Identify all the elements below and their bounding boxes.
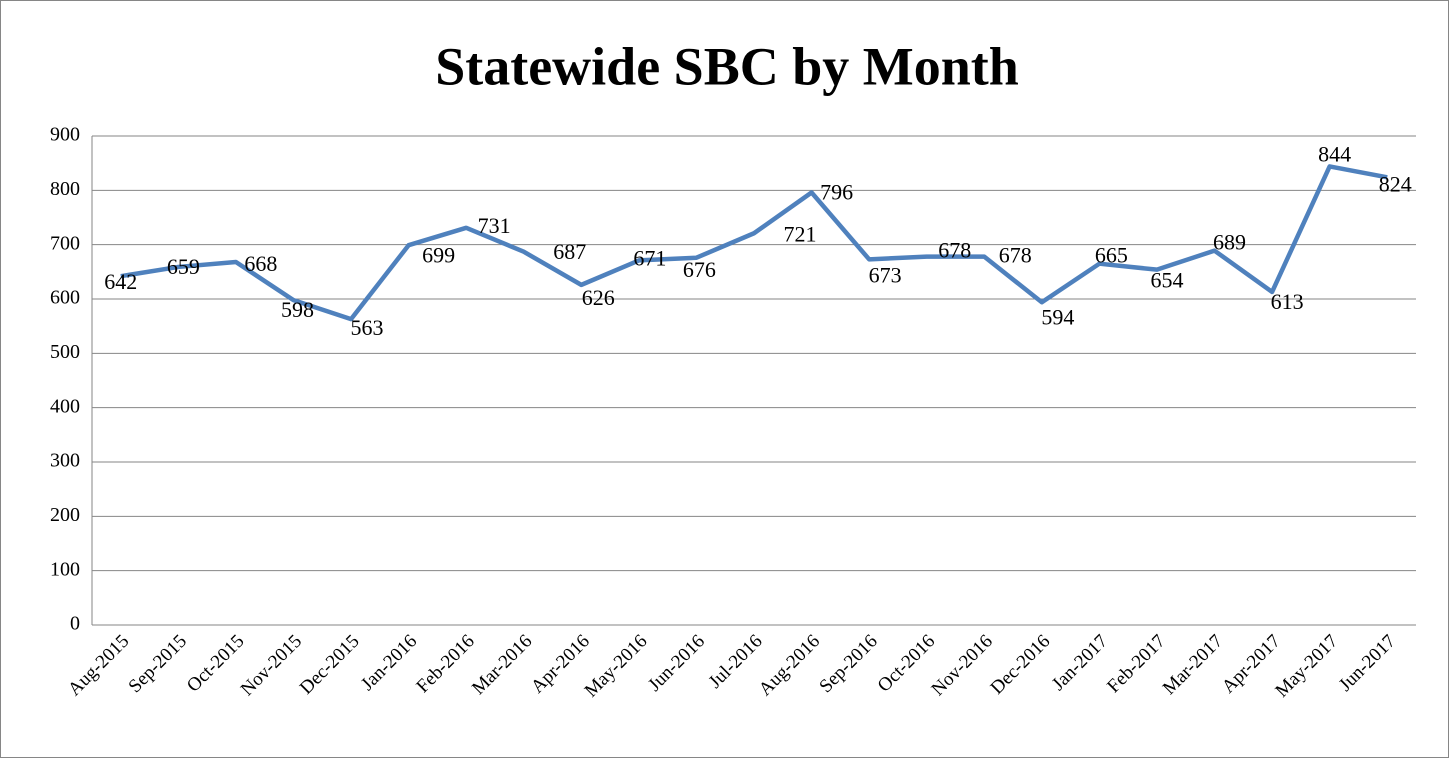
y-tick-label: 800 (50, 178, 80, 200)
data-label: 665 (1095, 243, 1128, 268)
data-line (120, 164, 1388, 322)
data-label: 676 (683, 257, 716, 282)
data-label: 678 (938, 238, 971, 263)
data-label: 642 (104, 269, 137, 294)
data-label: 824 (1379, 171, 1412, 196)
data-label: 671 (633, 245, 666, 270)
data-label: 626 (582, 285, 615, 310)
y-tick-label: 300 (50, 450, 80, 472)
data-label: 721 (784, 221, 817, 246)
data-label: 844 (1318, 141, 1351, 166)
data-label: 654 (1150, 268, 1183, 293)
y-tick-label: 400 (50, 395, 80, 417)
data-label: 678 (999, 243, 1032, 268)
data-label: 668 (244, 251, 277, 276)
data-label: 731 (478, 213, 511, 238)
data-label: 796 (820, 180, 853, 205)
data-label: 687 (553, 239, 586, 264)
data-label: 613 (1271, 289, 1304, 314)
data-label: 594 (1041, 304, 1074, 329)
data-label: 699 (422, 242, 455, 267)
data-label: 563 (351, 315, 384, 340)
data-label: 673 (869, 262, 902, 287)
y-tick-label: 900 (50, 124, 80, 146)
data-label: 659 (167, 254, 200, 279)
y-tick-label: 700 (50, 232, 80, 254)
data-label: 689 (1213, 230, 1246, 255)
y-tick-label: 200 (50, 504, 80, 526)
y-tick-label: 600 (50, 287, 80, 309)
y-tick-label: 100 (50, 558, 80, 580)
y-tick-label: 0 (70, 613, 80, 635)
y-tick-label: 500 (50, 341, 80, 363)
chart-title: Statewide SBC by Month (435, 36, 1019, 96)
data-label: 598 (281, 297, 314, 322)
